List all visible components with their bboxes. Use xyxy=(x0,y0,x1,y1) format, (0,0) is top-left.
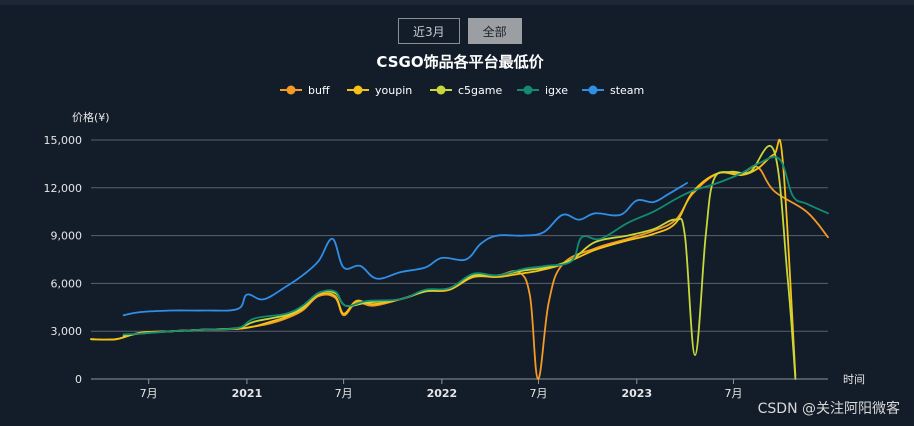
y-tick-label: 12,000 xyxy=(44,182,83,195)
y-tick-label: 0 xyxy=(75,373,82,386)
x-tick-label: 2023 xyxy=(621,387,652,400)
legend-item-igxe[interactable]: igxe xyxy=(517,84,568,97)
x-tick-label: 2021 xyxy=(232,387,263,400)
legend-item-steam[interactable]: steam xyxy=(582,84,644,97)
legend-label: steam xyxy=(610,84,644,97)
legend-marker xyxy=(286,85,296,95)
top-bar xyxy=(0,0,914,5)
y-tick-label: 15,000 xyxy=(44,134,83,147)
chart-title: CSGO饰品各平台最低价 xyxy=(376,53,544,71)
x-axis: 7月 2021 7月 2022 7月 2023 7月 xyxy=(140,379,742,400)
y-tick-label: 9,000 xyxy=(51,230,83,243)
legend-label: c5game xyxy=(458,84,502,97)
series-line-igxe xyxy=(122,156,829,336)
range-toggle: 近3月 全部 xyxy=(398,18,522,44)
x-tick-label: 7月 xyxy=(140,387,158,400)
x-tick-label: 2022 xyxy=(427,387,458,400)
legend-marker xyxy=(588,85,598,95)
series-lines xyxy=(90,138,829,380)
x-tick-label: 7月 xyxy=(530,387,548,400)
y-axis-ticks: 0 3,000 6,000 9,000 12,000 15,000 xyxy=(44,134,83,386)
watermark: CSDN @关注阿阳微客 xyxy=(757,401,900,417)
series-line-buff xyxy=(90,165,829,380)
x-axis-label: 时间 xyxy=(843,373,865,386)
y-tick-label: 6,000 xyxy=(51,277,83,290)
legend-marker xyxy=(353,85,363,95)
y-axis-label: 价格(¥) xyxy=(72,110,110,124)
legend-item-youpin[interactable]: youpin xyxy=(347,84,412,97)
legend-label: igxe xyxy=(545,84,568,97)
range-all-button[interactable]: 全部 xyxy=(467,18,522,44)
x-tick-label: 7月 xyxy=(724,387,742,400)
legend-label: buff xyxy=(308,84,330,97)
legend-marker xyxy=(523,85,533,95)
chart-legend: buff youpin c5game igxe steam xyxy=(280,84,644,97)
legend-label: youpin xyxy=(375,84,412,97)
legend-item-c5game[interactable]: c5game xyxy=(430,84,502,97)
series-line-steam xyxy=(122,182,688,317)
range-3-months-button[interactable]: 近3月 xyxy=(398,18,460,44)
x-tick-label: 7月 xyxy=(335,387,353,400)
legend-marker xyxy=(436,85,446,95)
series-line-c5game xyxy=(122,144,797,380)
y-tick-label: 3,000 xyxy=(51,325,83,338)
legend-item-buff[interactable]: buff xyxy=(280,84,330,97)
